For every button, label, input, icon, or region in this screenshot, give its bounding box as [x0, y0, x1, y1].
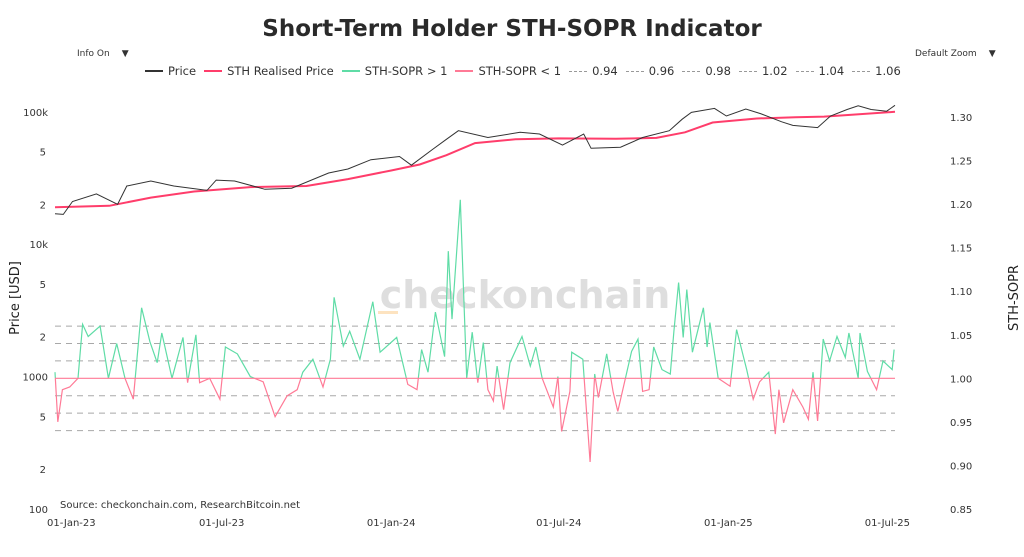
dropdown-arrow-icon: ▼ [121, 49, 129, 59]
left-axis-tick-label: 1000 [23, 373, 48, 384]
left-axis-tick-label: 5 [40, 280, 46, 291]
legend-item[interactable]: STH-SOPR > 1 [341, 64, 448, 78]
x-axis-tick-label: 01-Jan-24 [367, 518, 416, 529]
legend-item[interactable]: Price [145, 64, 196, 78]
left-axis-tick-label: 100k [23, 108, 48, 119]
left-axis-tick-label: 2 [40, 200, 46, 211]
legend: Price STH Realised Price STH-SOPR > 1 STH-S… [145, 64, 901, 78]
legend-item[interactable]: 1.06 [852, 64, 901, 78]
dropdown-arrow-icon: ▼ [988, 49, 996, 59]
legend-swatch [738, 70, 757, 72]
legend-item[interactable]: STH-SOPR < 1 [455, 64, 561, 78]
legend-swatch [455, 70, 474, 72]
x-axis-tick-label: 01-Jul-23 [199, 518, 244, 529]
info-toggle-label: Info On [77, 49, 110, 59]
legend-label: STH-SOPR > 1 [364, 64, 448, 78]
legend-label: 0.94 [592, 64, 618, 78]
legend-label: 1.04 [818, 64, 845, 78]
sopr-below-1-line [54, 378, 880, 463]
right-axis-tick-label: 0.90 [950, 461, 972, 472]
legend-item[interactable]: 1.04 [795, 64, 845, 78]
right-axis-tick-label: 1.20 [950, 200, 972, 211]
legend-swatch [204, 70, 223, 72]
right-axis-tick-label: 0.85 [950, 505, 972, 516]
x-axis-tick-label: 01-Jul-25 [865, 518, 910, 529]
legend-swatch [569, 70, 588, 72]
x-axis-tick-label: 01-Jul-24 [536, 518, 581, 529]
legend-label: STH Realised Price [227, 64, 334, 78]
right-axis-tick-label: 0.95 [950, 418, 972, 429]
info-toggle[interactable]: Info On ▼ [77, 49, 129, 59]
left-axis-tick-label: 100 [29, 505, 48, 516]
left-axis-tick-label: 5 [40, 148, 46, 159]
right-axis-tick-label: 1.30 [950, 113, 972, 124]
sopr-above-1-line [54, 199, 895, 379]
legend-item[interactable]: 0.94 [569, 64, 618, 78]
left-axis-tick-label: 2 [40, 333, 46, 344]
legend-item[interactable]: 0.98 [682, 64, 731, 78]
chart-title: Short-Term Holder STH-SOPR Indicator [262, 16, 762, 42]
legend-swatch [852, 70, 871, 72]
legend-swatch [682, 70, 701, 72]
left-axis-tick-label: 5 [40, 412, 46, 423]
right-axis-tick-label: 1.00 [950, 374, 972, 385]
sth-realised-price-line [54, 110, 896, 209]
x-axis-tick-label: 01-Jan-25 [704, 518, 753, 529]
legend-label: 1.02 [761, 64, 788, 78]
price-line [54, 104, 896, 215]
right-axis-tick-label: 1.15 [950, 244, 972, 255]
zoom-dropdown-label: Default Zoom [915, 49, 977, 59]
watermark: checkonchain [380, 273, 671, 317]
legend-swatch [795, 70, 814, 72]
watermark-accent [378, 311, 398, 314]
x-axis-tick-label: 01-Jan-23 [47, 518, 96, 529]
legend-label: 0.96 [648, 64, 675, 78]
left-axis-title: Price [USD] [8, 261, 23, 335]
source-note: Source: checkonchain.com, ResearchBitcoi… [60, 500, 300, 511]
legend-item[interactable]: STH Realised Price [204, 64, 334, 78]
right-axis-title: STH-SOPR [1007, 265, 1022, 331]
legend-swatch [145, 70, 163, 72]
legend-label: STH-SOPR < 1 [478, 64, 562, 78]
right-axis-tick-label: 1.10 [950, 287, 972, 298]
right-axis-tick-label: 1.25 [950, 157, 972, 168]
legend-label: 0.98 [705, 64, 731, 78]
right-axis-tick-label: 1.05 [950, 331, 972, 342]
legend-label: Price [168, 64, 197, 78]
legend-swatch [341, 70, 360, 72]
left-axis-tick-label: 10k [29, 240, 48, 251]
left-axis-tick-label: 2 [40, 465, 46, 476]
legend-item[interactable]: 1.02 [738, 64, 788, 78]
legend-label: 1.06 [875, 64, 901, 78]
legend-swatch [625, 70, 644, 72]
legend-item[interactable]: 0.96 [625, 64, 675, 78]
zoom-dropdown[interactable]: Default Zoom ▼ [915, 49, 996, 59]
